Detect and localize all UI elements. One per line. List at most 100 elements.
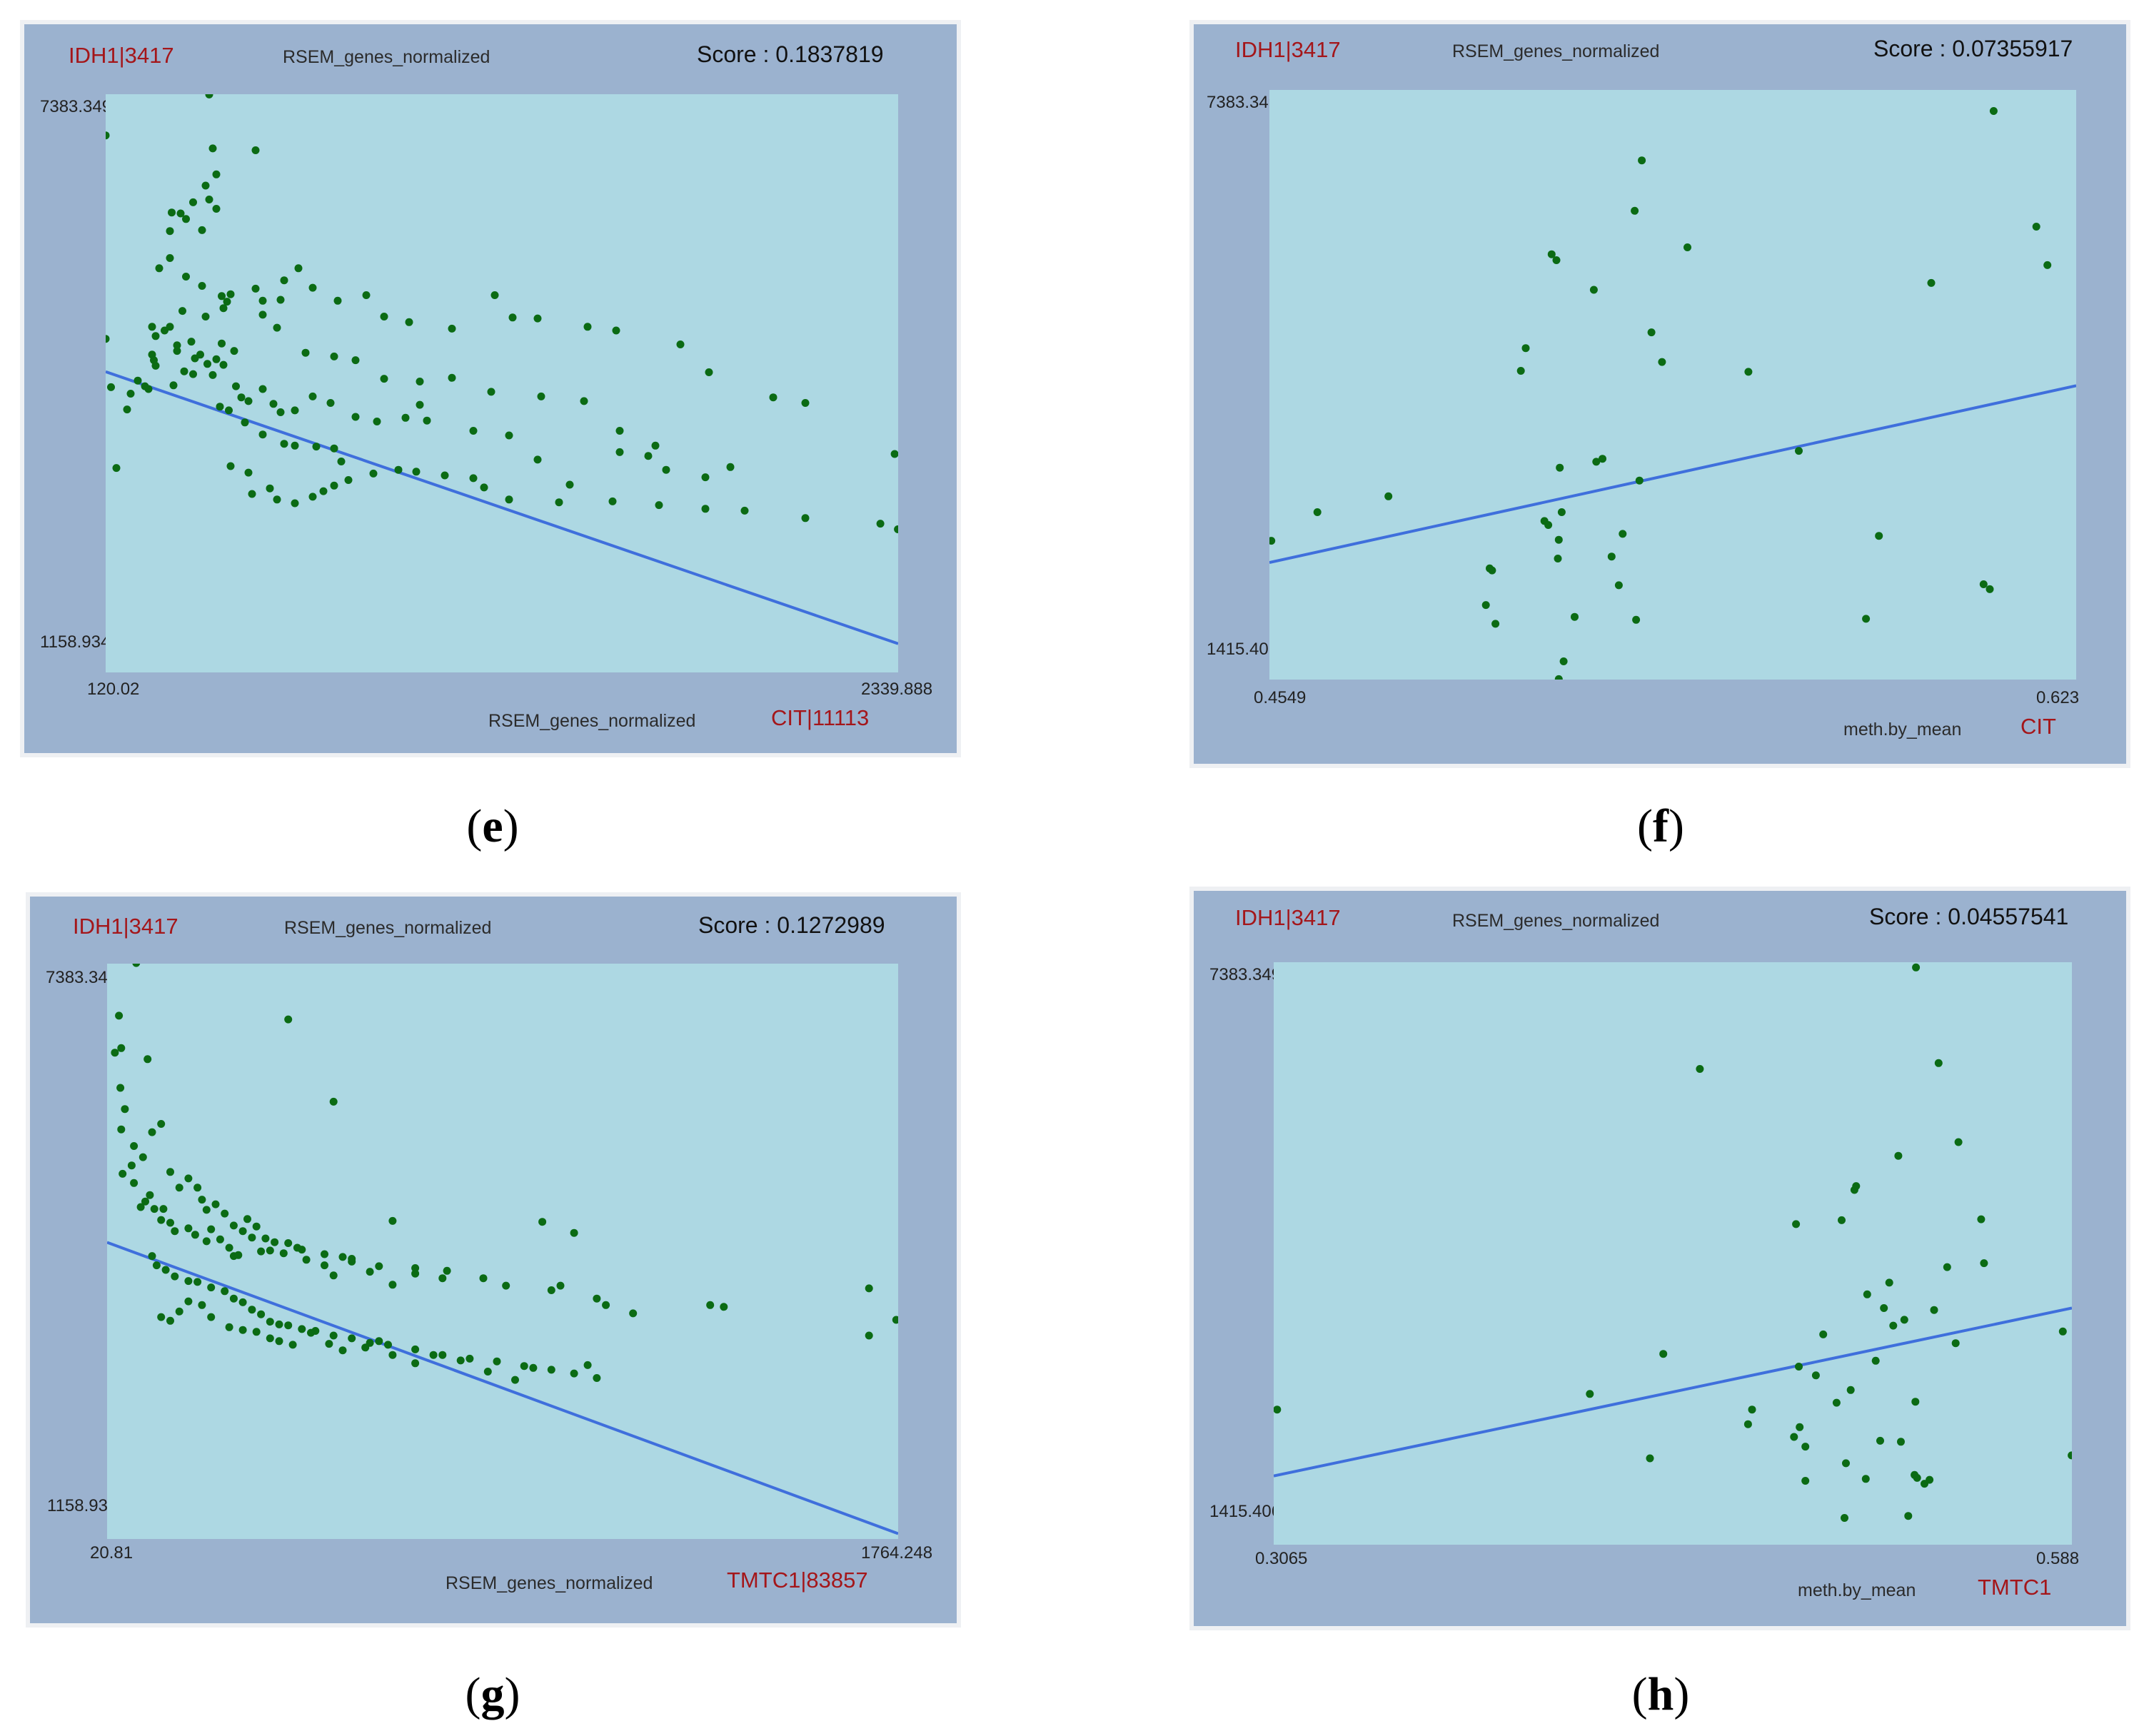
data-point <box>266 1318 274 1326</box>
data-point <box>225 1243 233 1252</box>
data-point <box>175 1307 183 1316</box>
panel-e: IDH1|3417 RSEM_genes_normalized Score : … <box>24 24 957 753</box>
data-point <box>180 367 188 375</box>
data-point <box>412 468 421 476</box>
data-point <box>701 473 710 482</box>
data-point <box>1838 1216 1846 1224</box>
x-max-label: 1764.248 <box>861 1543 933 1563</box>
y-max-label: 7383.349 <box>1209 965 1282 984</box>
data-point <box>480 483 488 492</box>
data-point <box>1481 601 1490 610</box>
data-point <box>191 1231 199 1239</box>
data-point <box>2058 1327 2067 1336</box>
y-gene-label: IDH1|3417 <box>69 43 174 68</box>
data-point <box>266 1334 274 1343</box>
data-point <box>216 1235 224 1243</box>
data-point <box>380 375 388 383</box>
data-point <box>302 1256 311 1264</box>
data-point <box>159 1205 168 1213</box>
data-point <box>279 1249 288 1258</box>
data-point <box>198 1196 206 1204</box>
data-point <box>338 1346 347 1355</box>
regression-line <box>106 370 898 645</box>
data-point <box>1889 1321 1898 1330</box>
data-point <box>1801 1443 1810 1451</box>
data-point <box>241 418 249 427</box>
data-point <box>505 495 513 504</box>
data-point <box>161 326 168 335</box>
data-point <box>248 1306 256 1314</box>
data-point <box>130 1179 139 1187</box>
data-point <box>1619 530 1627 538</box>
data-point <box>583 323 592 331</box>
plot-area <box>107 964 898 1539</box>
data-point <box>284 1239 293 1247</box>
data-point <box>207 1283 216 1292</box>
data-point <box>176 209 185 218</box>
data-point <box>479 1274 488 1283</box>
data-point <box>321 1261 328 1270</box>
data-point <box>329 1331 338 1340</box>
data-point <box>1614 581 1623 590</box>
data-point <box>212 355 221 363</box>
data-point <box>252 1328 261 1336</box>
data-point <box>533 455 542 464</box>
data-point <box>1557 508 1566 516</box>
data-point <box>1795 447 1803 455</box>
scatter-plot <box>107 964 898 1535</box>
data-point <box>865 1331 873 1340</box>
data-point <box>150 1205 158 1213</box>
data-point <box>280 276 288 285</box>
data-point <box>555 498 563 507</box>
data-point <box>189 370 197 378</box>
data-point <box>237 393 246 402</box>
data-point <box>388 1351 397 1359</box>
data-point <box>166 1218 174 1227</box>
data-point <box>556 1281 565 1290</box>
data-point <box>166 227 174 236</box>
data-point <box>1384 492 1393 500</box>
x-min-label: 20.81 <box>90 1543 134 1563</box>
data-point <box>276 296 285 304</box>
data-point <box>565 480 574 489</box>
data-point <box>2043 261 2052 269</box>
data-point <box>117 1125 126 1134</box>
y-min-label: 1158.934 <box>40 632 111 652</box>
data-point <box>225 406 233 415</box>
data-point <box>266 1246 274 1255</box>
data-point <box>1599 455 1606 463</box>
data-point <box>1269 537 1276 545</box>
x-metric-label: RSEM_genes_normalized <box>446 1573 653 1593</box>
data-point <box>892 1316 898 1324</box>
data-point <box>152 1261 161 1270</box>
data-point <box>502 1281 510 1290</box>
data-point <box>184 1277 193 1286</box>
data-point <box>533 314 542 323</box>
data-point <box>218 292 226 301</box>
data-point <box>1861 1475 1870 1483</box>
data-point <box>1491 620 1500 628</box>
data-point <box>1552 256 1561 264</box>
data-point <box>1894 1151 1903 1160</box>
x-max-label: 0.588 <box>2036 1549 2080 1568</box>
data-point <box>1631 206 1639 215</box>
data-point <box>182 273 190 281</box>
plot-area <box>106 94 898 672</box>
x-gene-label: TMTC1|83857 <box>727 1568 868 1593</box>
data-point <box>146 1191 154 1199</box>
data-point <box>307 1328 315 1337</box>
data-point <box>1795 1363 1803 1371</box>
y-min-label: 1415.406 <box>1209 1502 1282 1521</box>
data-point <box>373 418 381 425</box>
data-point <box>106 335 110 343</box>
data-point <box>801 514 810 523</box>
data-point <box>1842 1459 1850 1468</box>
data-point <box>284 1015 293 1024</box>
data-point <box>219 360 228 369</box>
data-point <box>1980 1259 1988 1268</box>
data-point <box>208 144 217 153</box>
data-point <box>615 448 624 456</box>
data-point <box>193 1278 202 1286</box>
data-point <box>1951 1339 1960 1348</box>
data-point <box>493 1357 501 1366</box>
